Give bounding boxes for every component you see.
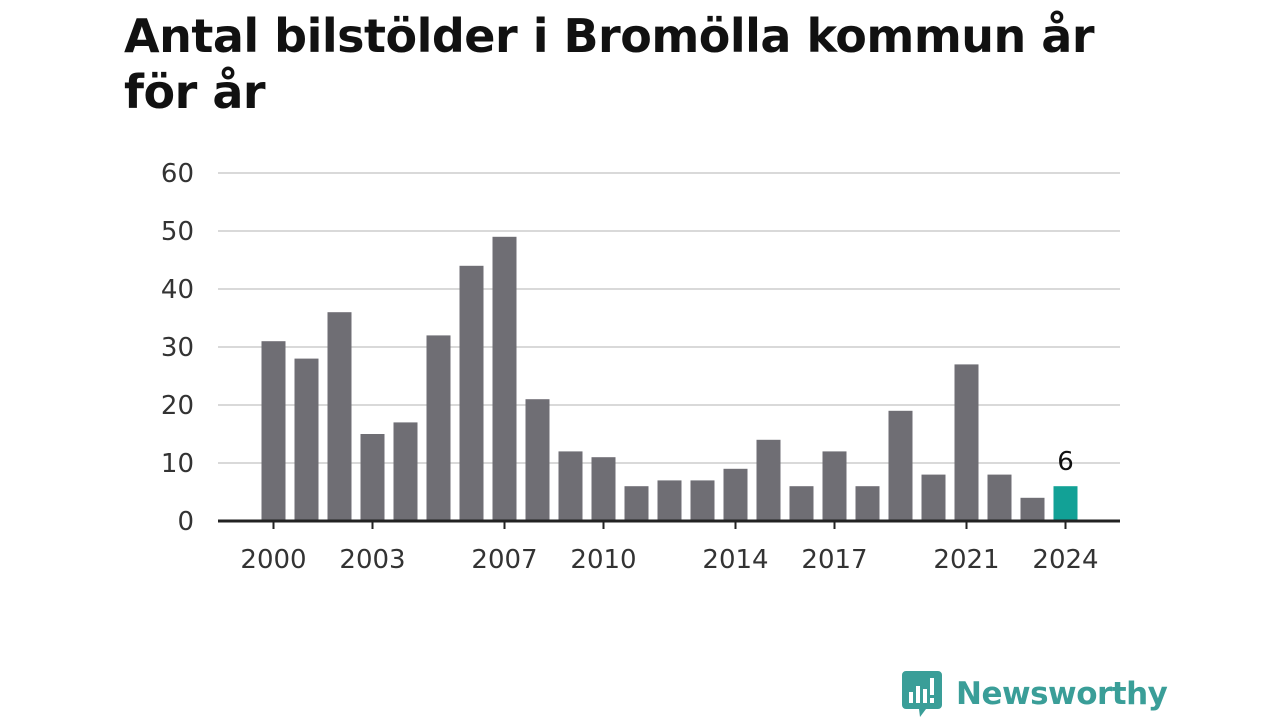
bar-2006 xyxy=(459,265,484,521)
bar-2022 xyxy=(987,474,1012,521)
bar-2010 xyxy=(591,457,616,521)
y-tick-label: 40 xyxy=(161,275,194,305)
bars xyxy=(261,236,1078,522)
y-axis-ticks: 0 10 20 30 40 50 60 xyxy=(161,159,194,537)
x-tick-label: 2003 xyxy=(339,545,405,575)
x-tick-label: 2014 xyxy=(702,545,768,575)
bar-2015 xyxy=(756,439,781,521)
bar-2023 xyxy=(1020,497,1045,521)
x-tick-label: 2000 xyxy=(240,545,306,575)
brand-name: Newsworthy xyxy=(956,676,1168,712)
chart-title: Antal bilstölder i Bromölla kommun år fö… xyxy=(124,9,1095,119)
y-tick-label: 20 xyxy=(161,391,194,421)
bar-2013 xyxy=(690,480,715,521)
x-tick-label: 2021 xyxy=(933,545,999,575)
newsworthy-brand: Newsworthy xyxy=(902,668,1168,720)
x-tick-label: 2024 xyxy=(1032,545,1098,575)
data-labels: 6 xyxy=(1057,447,1074,477)
bar-2007 xyxy=(492,236,517,522)
y-tick-label: 30 xyxy=(161,333,194,363)
bar-2024 xyxy=(1053,486,1078,521)
x-tick-label: 2010 xyxy=(570,545,636,575)
bar-2016 xyxy=(789,486,814,521)
bar-2011 xyxy=(624,486,649,521)
x-axis-ticks: 2000 2003 2007 2010 2014 2017 2021 2024 xyxy=(240,521,1099,575)
newsworthy-logo-icon xyxy=(902,671,942,717)
bar-2008 xyxy=(525,399,550,521)
bar-2004 xyxy=(393,422,418,521)
bar-2021 xyxy=(954,364,979,521)
y-tick-label: 10 xyxy=(161,449,194,479)
bar-2003 xyxy=(360,434,385,521)
bar-2002 xyxy=(327,312,352,521)
grid-lines xyxy=(218,172,1120,464)
y-tick-label: 60 xyxy=(161,159,194,189)
y-tick-label: 0 xyxy=(177,507,194,537)
bar-2017 xyxy=(822,451,847,521)
data-label-2024: 6 xyxy=(1057,447,1074,477)
bar-2012 xyxy=(657,480,682,521)
x-tick-label: 2017 xyxy=(801,545,867,575)
bar-2001 xyxy=(294,358,319,521)
bar-2019 xyxy=(888,410,913,521)
bar-2009 xyxy=(558,451,583,521)
bar-2018 xyxy=(855,486,880,521)
x-tick-label: 2007 xyxy=(471,545,537,575)
y-tick-label: 50 xyxy=(161,217,194,247)
bar-2020 xyxy=(921,474,946,521)
bar-2014 xyxy=(723,468,748,521)
bar-2000 xyxy=(261,341,286,521)
bar-2005 xyxy=(426,335,451,521)
